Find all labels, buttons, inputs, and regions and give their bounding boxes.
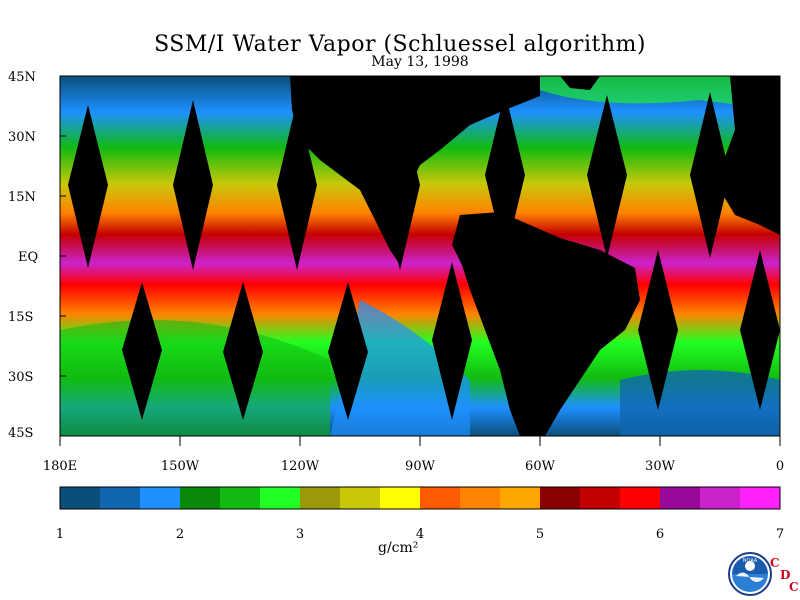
colorbar-swatch <box>500 487 541 509</box>
lat-label: EQ <box>18 250 38 265</box>
colorbar-swatch <box>260 487 301 509</box>
colorbar-swatch <box>540 487 581 509</box>
lon-label: 0 <box>776 459 784 474</box>
colorbar-swatch <box>700 487 741 509</box>
colorbar-swatch <box>100 487 141 509</box>
svg-text:NOAA: NOAA <box>743 558 758 564</box>
map-field <box>60 76 780 436</box>
lat-label: 30S <box>8 370 33 385</box>
colorbar-tick-label: 7 <box>776 527 784 542</box>
colorbar-swatch <box>60 487 101 509</box>
colorbar-swatch <box>580 487 621 509</box>
lon-label: 60W <box>525 459 556 474</box>
lon-label: 30W <box>645 459 676 474</box>
lat-label: 15N <box>8 190 36 205</box>
lat-label: 30N <box>8 130 36 145</box>
swath-gaps <box>68 92 780 420</box>
colorbar-swatch <box>220 487 261 509</box>
lon-label: 120W <box>281 459 320 474</box>
colorbar-swatch <box>460 487 501 509</box>
lon-labels: 180E 150W 120W 90W 60W 30W 0 <box>43 459 784 474</box>
colorbar-labels: 1 2 3 4 5 6 7 <box>56 527 784 542</box>
greenland <box>560 76 600 90</box>
colorbar-tick-label: 2 <box>176 527 184 542</box>
cdc-letter-c2: C <box>789 580 799 594</box>
colorbar-swatch <box>420 487 461 509</box>
colorbar-swatch <box>660 487 701 509</box>
colorbar-swatch <box>340 487 381 509</box>
lat-labels: 45N 30N 15N EQ 15S 30S 45S <box>8 70 38 441</box>
colorbar <box>60 487 781 509</box>
lon-label: 180E <box>43 459 77 474</box>
colorbar-swatch <box>180 487 221 509</box>
map-date: May 13, 1998 <box>371 54 469 70</box>
colorbar-swatch <box>300 487 341 509</box>
colorbar-tick-label: 3 <box>296 527 304 542</box>
africa <box>720 76 780 235</box>
lat-ticks <box>60 75 66 437</box>
lat-label: 15S <box>8 310 33 325</box>
lon-label: 150W <box>161 459 200 474</box>
colorbar-tick-label: 5 <box>536 527 544 542</box>
map-title: SSM/I Water Vapor (Schluessel algorithm) <box>154 32 646 57</box>
lat-label: 45N <box>8 70 36 85</box>
colorbar-swatch <box>140 487 181 509</box>
cdc-letter-d: D <box>780 568 791 582</box>
colorbar-frame <box>59 486 781 510</box>
lat-label: 45S <box>8 426 33 441</box>
colorbar-swatch <box>740 487 781 509</box>
colorbar-unit: g/cm² <box>378 540 419 556</box>
colorbar-tick-label: 1 <box>56 527 64 542</box>
colorbar-tick-label: 6 <box>656 527 664 542</box>
south-america <box>452 212 640 436</box>
lon-ticks <box>59 436 781 446</box>
noaa-logo-icon: NOAA <box>728 552 772 596</box>
colorbar-swatch <box>380 487 421 509</box>
colorbar-tick-label: 4 <box>416 527 424 542</box>
lon-label: 90W <box>405 459 436 474</box>
colorbar-swatch <box>620 487 661 509</box>
cdc-letter-c: C <box>770 556 780 570</box>
